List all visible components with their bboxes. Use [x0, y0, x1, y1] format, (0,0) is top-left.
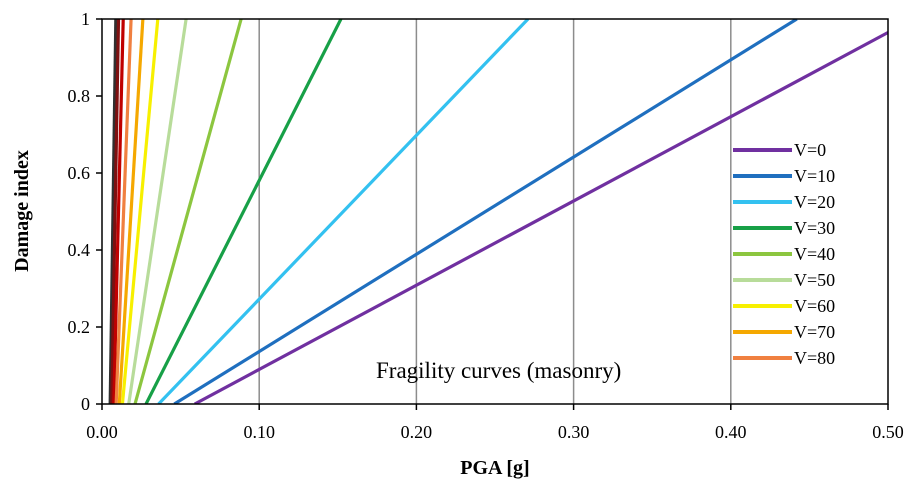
legend-label: V=20 [794, 192, 835, 212]
series-line-unlabeled-1 [110, 19, 121, 404]
legend-label: V=0 [794, 140, 826, 160]
x-tick-label: 0.20 [401, 422, 433, 442]
series-line-v40 [133, 19, 243, 404]
series-line-v60 [120, 19, 160, 404]
y-tick-label: 0.8 [68, 86, 91, 106]
legend-label: V=40 [794, 244, 835, 264]
series-line-v70 [117, 19, 145, 404]
series-line-unlabeled-0 [108, 19, 118, 404]
x-tick-label: 0.30 [558, 422, 590, 442]
chart-annotation: Fragility curves (masonry) [376, 358, 621, 383]
legend-label: V=30 [794, 218, 835, 238]
series-line-v0 [193, 31, 888, 404]
x-axis-title: PGA [g] [460, 457, 529, 479]
y-tick-label: 1 [81, 9, 90, 29]
x-tick-label: 0.40 [715, 422, 747, 442]
plot-background [102, 19, 888, 404]
series-line-v50 [127, 19, 188, 404]
legend-label: V=50 [794, 270, 835, 290]
axis-ticks: 0.00 0.10 0.20 0.30 0.40 0.50 0 0.2 0.4 0.6 0.8 1 [68, 9, 904, 442]
legend-label: V=80 [794, 348, 835, 368]
series-line-v20 [157, 19, 530, 404]
y-axis-title: Damage index [11, 150, 33, 272]
legend-label: V=70 [794, 322, 835, 342]
legend-label: V=60 [794, 296, 835, 316]
x-tick-label: 0.10 [243, 422, 275, 442]
x-tick-label: 0.50 [872, 422, 904, 442]
series-line-v10 [173, 19, 798, 404]
plot-frame [101, 18, 889, 405]
series-line-v80 [114, 19, 133, 404]
series-line-unlabeled-2 [112, 19, 125, 404]
legend-label: V=10 [794, 166, 835, 186]
y-tick-label: 0.2 [68, 317, 91, 337]
y-tick-label: 0.6 [68, 163, 91, 183]
y-tick-label: 0.4 [68, 240, 91, 260]
grid-lines [258, 19, 732, 404]
series-line-v30 [144, 19, 343, 404]
legend: V=0 V=10 V=20 V=30 V=40 V=50 V=60 V=70 V=80 [733, 140, 835, 368]
x-tick-label: 0.00 [86, 422, 118, 442]
series-group [108, 19, 888, 404]
y-tick-label: 0 [81, 394, 90, 414]
